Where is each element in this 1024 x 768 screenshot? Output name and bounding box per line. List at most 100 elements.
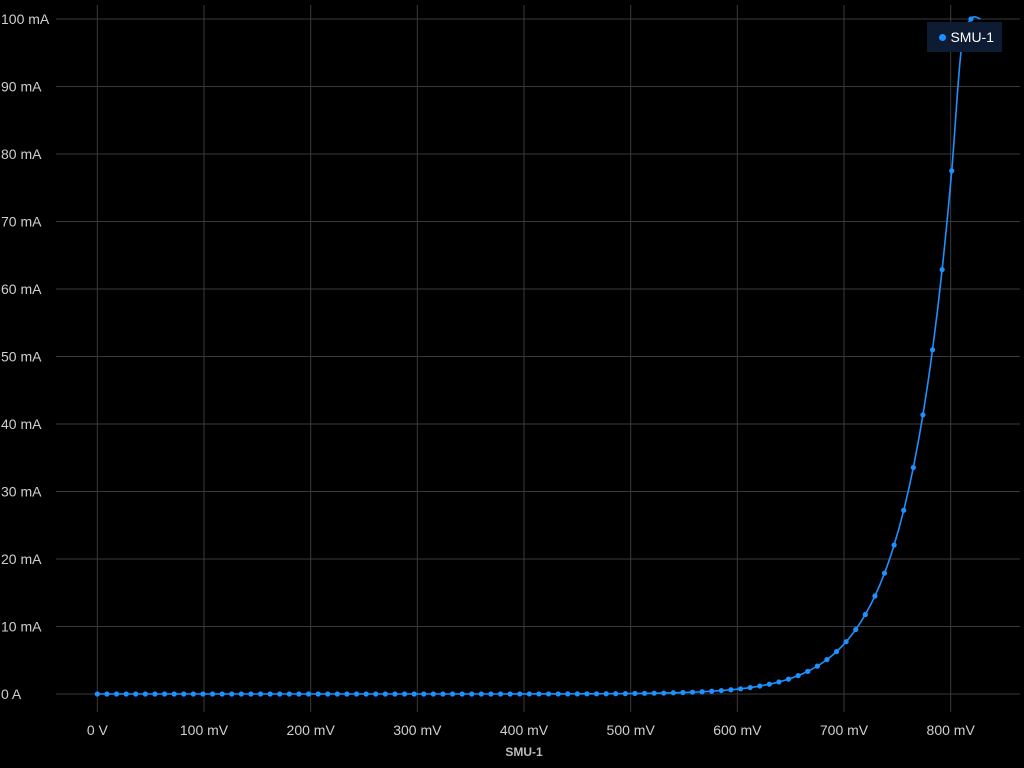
data-point[interactable] xyxy=(920,412,926,418)
data-point[interactable] xyxy=(593,691,600,697)
data-point[interactable] xyxy=(632,690,638,697)
data-point[interactable] xyxy=(507,691,513,697)
data-point[interactable] xyxy=(833,649,840,655)
data-point[interactable] xyxy=(680,689,686,696)
data-point[interactable] xyxy=(641,690,648,696)
data-point[interactable] xyxy=(344,691,350,697)
data-point[interactable] xyxy=(104,691,110,697)
data-point[interactable] xyxy=(94,691,100,697)
data-point[interactable] xyxy=(651,690,657,696)
data-point[interactable] xyxy=(661,690,667,696)
data-point[interactable] xyxy=(181,691,187,697)
data-point[interactable] xyxy=(200,691,206,697)
data-point[interactable] xyxy=(622,691,628,697)
series-smu-1 xyxy=(94,16,981,697)
data-point[interactable] xyxy=(709,688,715,694)
data-point[interactable] xyxy=(190,691,196,697)
data-point[interactable] xyxy=(286,691,292,697)
data-point[interactable] xyxy=(584,691,590,697)
legend-label-smu-1: SMU-1 xyxy=(950,29,994,45)
data-point[interactable] xyxy=(296,691,302,697)
data-point[interactable] xyxy=(949,168,955,174)
data-point[interactable] xyxy=(142,691,148,697)
data-point[interactable] xyxy=(382,691,388,697)
data-point[interactable] xyxy=(229,691,235,697)
data-point[interactable] xyxy=(449,691,456,697)
data-point[interactable] xyxy=(325,691,331,697)
data-point[interactable] xyxy=(133,691,139,697)
legend[interactable]: SMU-1 xyxy=(927,22,1002,52)
data-point[interactable] xyxy=(574,691,580,697)
data-point[interactable] xyxy=(766,681,772,687)
data-point[interactable] xyxy=(776,679,782,685)
data-point[interactable] xyxy=(305,691,312,697)
data-point[interactable] xyxy=(209,691,216,697)
data-point[interactable] xyxy=(440,691,446,697)
data-point[interactable] xyxy=(805,668,811,674)
data-point[interactable] xyxy=(910,464,916,471)
data-point[interactable] xyxy=(517,691,523,697)
series-line xyxy=(97,16,981,695)
data-point[interactable] xyxy=(968,16,974,22)
data-point[interactable] xyxy=(267,691,273,697)
y-tick-label: 90 mA xyxy=(1,79,42,95)
data-point[interactable] xyxy=(718,687,724,694)
data-point[interactable] xyxy=(161,691,168,697)
x-tick-label: 500 mV xyxy=(607,722,656,738)
data-point[interactable] xyxy=(277,691,283,697)
data-point[interactable] xyxy=(843,639,849,645)
data-point[interactable] xyxy=(699,689,705,695)
data-point[interactable] xyxy=(929,347,936,353)
data-point[interactable] xyxy=(257,691,264,697)
data-point[interactable] xyxy=(881,570,888,576)
y-tick-label: 30 mA xyxy=(1,484,42,500)
data-point[interactable] xyxy=(545,691,552,697)
data-point[interactable] xyxy=(526,691,532,697)
data-point[interactable] xyxy=(891,542,897,548)
x-axis-ticks: 0 V 100 mV 200 mV 300 mV 400 mV 500 mV 600 mV 7… xyxy=(87,722,976,738)
data-point[interactable] xyxy=(728,687,734,693)
data-point[interactable] xyxy=(248,691,254,697)
data-point[interactable] xyxy=(785,676,792,682)
data-point[interactable] xyxy=(315,691,321,697)
data-point[interactable] xyxy=(536,691,542,697)
data-point[interactable] xyxy=(421,691,427,697)
data-point[interactable] xyxy=(152,691,158,697)
data-point[interactable] xyxy=(334,691,340,697)
data-point[interactable] xyxy=(373,691,379,697)
data-point[interactable] xyxy=(565,691,571,697)
x-tick-label: 200 mV xyxy=(287,722,336,738)
data-point[interactable] xyxy=(795,673,801,679)
data-point[interactable] xyxy=(757,683,763,689)
data-point[interactable] xyxy=(113,691,120,697)
data-point[interactable] xyxy=(392,691,398,697)
data-point[interactable] xyxy=(737,686,744,692)
data-point[interactable] xyxy=(670,690,676,696)
data-point[interactable] xyxy=(171,691,177,697)
data-point[interactable] xyxy=(824,657,830,663)
data-point[interactable] xyxy=(353,691,360,697)
data-point[interactable] xyxy=(862,611,868,618)
data-point[interactable] xyxy=(497,691,504,697)
data-point[interactable] xyxy=(613,691,619,697)
data-point[interactable] xyxy=(219,691,225,697)
data-point[interactable] xyxy=(939,267,945,273)
data-point[interactable] xyxy=(689,689,696,695)
data-point[interactable] xyxy=(853,626,859,633)
data-point[interactable] xyxy=(603,691,609,697)
data-point[interactable] xyxy=(814,663,820,669)
data-point[interactable] xyxy=(411,691,417,697)
data-point[interactable] xyxy=(401,691,408,697)
data-point[interactable] xyxy=(469,691,475,697)
data-point[interactable] xyxy=(747,684,753,691)
data-point[interactable] xyxy=(478,691,484,697)
data-point[interactable] xyxy=(363,691,369,697)
data-point[interactable] xyxy=(555,691,561,697)
data-point[interactable] xyxy=(488,691,494,697)
data-point[interactable] xyxy=(459,691,465,697)
data-point[interactable] xyxy=(430,691,436,697)
data-point[interactable] xyxy=(872,593,878,599)
data-point[interactable] xyxy=(238,691,244,697)
data-point[interactable] xyxy=(901,507,907,513)
data-point[interactable] xyxy=(123,691,129,697)
